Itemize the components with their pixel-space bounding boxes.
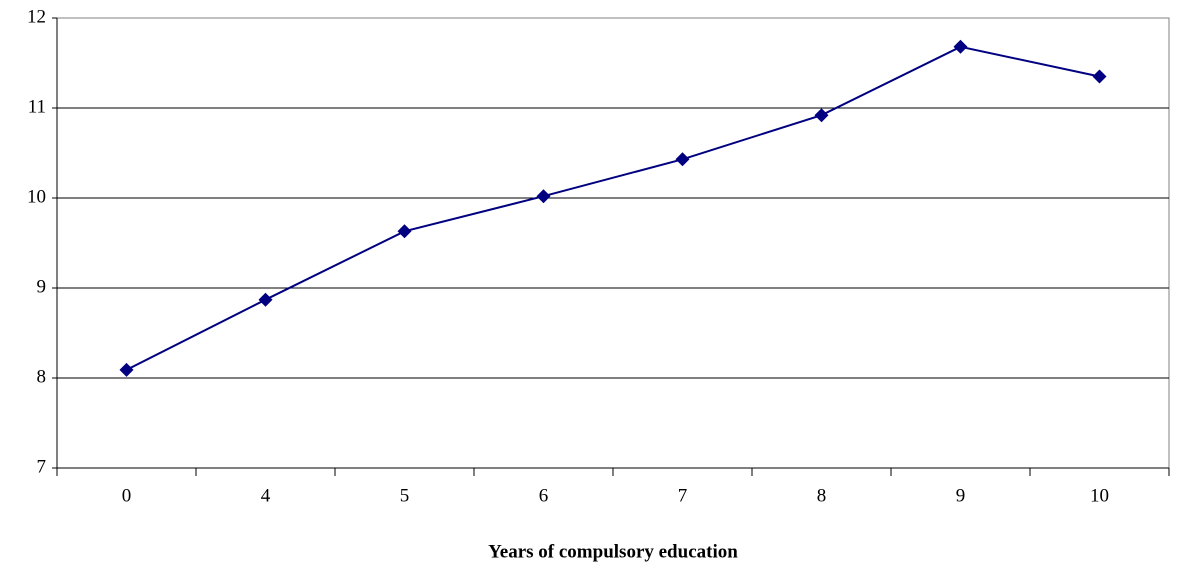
x-tick-label: 0: [122, 485, 132, 506]
marker: [814, 108, 829, 123]
marker: [1092, 69, 1107, 84]
y-tick-label: 11: [28, 96, 46, 117]
y-tick-label: 12: [27, 6, 46, 27]
x-tick-label: 8: [817, 485, 827, 506]
x-tick-label: 4: [261, 485, 271, 506]
y-tick-label: 10: [27, 186, 46, 207]
y-tick-label: 9: [37, 276, 47, 297]
marker: [119, 362, 134, 377]
x-tick-label: 10: [1090, 485, 1109, 506]
y-tick-label: 7: [37, 456, 47, 477]
marker: [397, 224, 412, 239]
plot-area: [56, 17, 1170, 469]
marker: [536, 189, 551, 204]
marker: [258, 292, 273, 307]
line: [126, 45, 1100, 371]
x-tick-label: 9: [956, 485, 966, 506]
y-tick-label: 8: [37, 366, 47, 387]
x-tick-label: 6: [539, 485, 549, 506]
x-tick-label: 7: [678, 485, 688, 506]
x-axis-label: Years of compulsory education: [488, 541, 738, 562]
marker: [675, 152, 690, 167]
x-tick-label: 5: [400, 485, 410, 506]
marker: [953, 39, 968, 54]
